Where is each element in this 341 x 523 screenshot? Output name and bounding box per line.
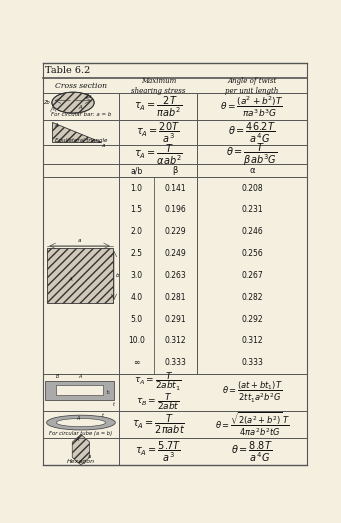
Text: 0.292: 0.292 <box>241 314 263 324</box>
Polygon shape <box>52 122 101 142</box>
Text: 5.0: 5.0 <box>130 314 143 324</box>
Text: 3.0: 3.0 <box>130 271 143 280</box>
Text: Angle of twist
per unit length: Angle of twist per unit length <box>225 77 279 95</box>
Text: 0.263: 0.263 <box>165 271 186 280</box>
Text: 0.196: 0.196 <box>165 206 186 214</box>
Text: $\tau_A = \dfrac{20T}{a^3}$: $\tau_A = \dfrac{20T}{a^3}$ <box>136 120 180 145</box>
Text: b: b <box>116 273 119 278</box>
Text: t: t <box>102 413 103 418</box>
Text: For circular tube (a = b): For circular tube (a = b) <box>49 431 113 437</box>
Text: For circular bar: a = b: For circular bar: a = b <box>51 112 111 117</box>
Text: 0.312: 0.312 <box>165 336 186 345</box>
Text: 0.312: 0.312 <box>241 336 263 345</box>
Text: 0.208: 0.208 <box>241 184 263 192</box>
Text: $\tau_A = \dfrac{T}{2\pi abt}$: $\tau_A = \dfrac{T}{2\pi abt}$ <box>132 413 185 436</box>
Text: $\tau_A = \dfrac{T}{2abt_1}$: $\tau_A = \dfrac{T}{2abt_1}$ <box>134 371 182 393</box>
Text: A: A <box>77 416 80 422</box>
Bar <box>56 385 103 395</box>
Text: A: A <box>78 105 82 110</box>
Text: a: a <box>78 238 81 243</box>
Text: 0.267: 0.267 <box>241 271 263 280</box>
Text: 0.256: 0.256 <box>241 249 263 258</box>
Text: $\tau_A = \dfrac{T}{\alpha ab^2}$: $\tau_A = \dfrac{T}{\alpha ab^2}$ <box>134 142 183 167</box>
Text: a/b: a/b <box>130 166 143 175</box>
Text: $\tau_A = \dfrac{5.7T}{a^3}$: $\tau_A = \dfrac{5.7T}{a^3}$ <box>135 439 181 464</box>
Text: Equilateral triangle: Equilateral triangle <box>55 138 107 143</box>
Ellipse shape <box>52 92 94 113</box>
Text: 1.5: 1.5 <box>131 206 143 214</box>
Text: β: β <box>173 166 178 175</box>
Text: $\theta = \dfrac{(at + bt_1)T}{2tt_1 a^2 b^2 G}$: $\theta = \dfrac{(at + bt_1)T}{2tt_1 a^2… <box>222 380 282 405</box>
Text: a: a <box>88 454 91 459</box>
Text: 0.281: 0.281 <box>165 293 186 302</box>
Ellipse shape <box>56 418 106 427</box>
Text: 0.333: 0.333 <box>164 358 187 367</box>
Text: 0.249: 0.249 <box>165 249 186 258</box>
Text: 0.141: 0.141 <box>165 184 186 192</box>
Text: 2.5: 2.5 <box>131 249 143 258</box>
Text: $\theta = \dfrac{\sqrt{2(a^2 + b^2)}\,T}{4\pi a^2 b^2 t G}$: $\theta = \dfrac{\sqrt{2(a^2 + b^2)}\,T}… <box>215 411 290 438</box>
Text: a: a <box>102 143 105 148</box>
Bar <box>45 381 114 400</box>
Text: 2a: 2a <box>86 94 92 99</box>
Text: 0.282: 0.282 <box>241 293 263 302</box>
Text: t: t <box>113 402 115 407</box>
Text: Maximum
shearing stress: Maximum shearing stress <box>131 77 186 95</box>
Text: 2.0: 2.0 <box>131 227 143 236</box>
Text: $\theta = \dfrac{46.2T}{a^4 G}$: $\theta = \dfrac{46.2T}{a^4 G}$ <box>228 120 276 145</box>
Text: A: A <box>68 277 72 282</box>
Text: 4.0: 4.0 <box>130 293 143 302</box>
Text: 2b: 2b <box>44 100 50 105</box>
Text: A: A <box>75 437 79 442</box>
Text: $\theta = \dfrac{T}{\beta ab^3 G}$: $\theta = \dfrac{T}{\beta ab^3 G}$ <box>226 141 278 168</box>
Text: Table 6.2: Table 6.2 <box>45 66 91 75</box>
Bar <box>47 248 113 303</box>
Text: 0.231: 0.231 <box>241 206 263 214</box>
Text: B: B <box>56 373 59 379</box>
Text: $\tau_A = \dfrac{2T}{\pi ab^2}$: $\tau_A = \dfrac{2T}{\pi ab^2}$ <box>134 94 182 119</box>
Text: 0.333: 0.333 <box>241 358 263 367</box>
Text: 0.291: 0.291 <box>165 314 186 324</box>
Text: α: α <box>249 166 255 175</box>
Text: $\theta = \dfrac{(a^2 + b^2)T}{\pi a^3 b^3 G}$: $\theta = \dfrac{(a^2 + b^2)T}{\pi a^3 b… <box>220 94 284 119</box>
Text: Cross section: Cross section <box>55 82 107 90</box>
Text: Hexagon: Hexagon <box>67 459 95 464</box>
Text: 0.229: 0.229 <box>165 227 186 236</box>
Ellipse shape <box>47 415 115 430</box>
Text: A: A <box>55 123 58 128</box>
Text: ∞: ∞ <box>133 358 139 367</box>
Text: $\theta = \dfrac{8.8T}{a^4 G}$: $\theta = \dfrac{8.8T}{a^4 G}$ <box>231 439 273 464</box>
Text: 0.246: 0.246 <box>241 227 263 236</box>
Text: 10.0: 10.0 <box>128 336 145 345</box>
Text: $\tau_B = \dfrac{T}{2abt}$: $\tau_B = \dfrac{T}{2abt}$ <box>136 391 180 412</box>
Text: A: A <box>78 373 81 379</box>
Text: 1.0: 1.0 <box>131 184 143 192</box>
Text: t₁: t₁ <box>107 390 111 395</box>
